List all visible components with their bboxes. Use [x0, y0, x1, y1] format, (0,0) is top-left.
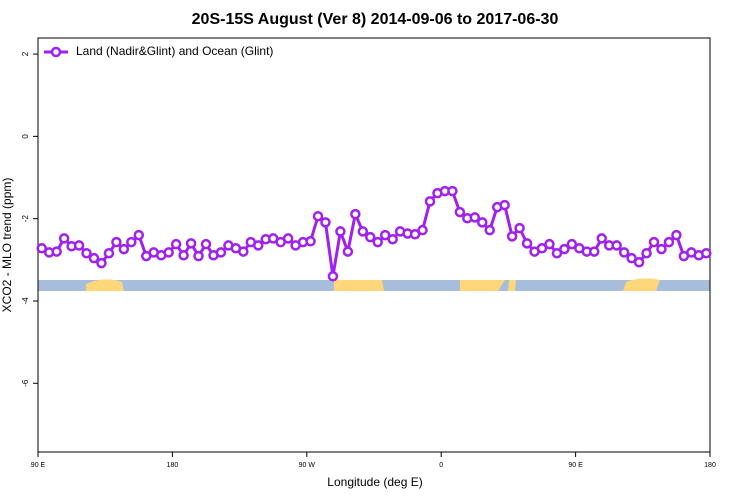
- data-point: [118, 243, 130, 255]
- data-point: [514, 222, 525, 234]
- data-point: [163, 247, 174, 258]
- land-patch: [508, 280, 516, 291]
- data-point: [185, 238, 197, 249]
- data-point: [626, 252, 637, 264]
- data-point: [611, 240, 622, 251]
- data-point: [372, 236, 383, 248]
- legend-marker: [50, 46, 62, 58]
- data-point: [253, 240, 264, 251]
- data-point: [566, 238, 578, 250]
- data-point: [387, 233, 398, 245]
- data-point: [103, 247, 115, 259]
- y-tick-label: -2: [21, 215, 30, 223]
- data-point: [327, 271, 339, 282]
- data-point: [133, 229, 145, 241]
- data-point: [484, 224, 495, 236]
- data-point: [111, 236, 122, 248]
- data-point: [536, 243, 548, 254]
- x-tick-label: 180: [167, 462, 179, 469]
- data-point: [648, 236, 660, 248]
- data-point: [424, 196, 436, 207]
- data-point: [282, 233, 294, 244]
- data-point: [656, 243, 667, 255]
- data-point: [559, 243, 570, 255]
- data-point: [215, 247, 227, 258]
- data-point: [58, 233, 70, 244]
- data-point: [551, 247, 563, 259]
- data-point: [379, 229, 391, 241]
- data-point: [506, 231, 518, 242]
- data-point: [193, 250, 204, 262]
- data-point: [521, 238, 533, 249]
- land-patch: [334, 280, 384, 291]
- land-patch: [623, 278, 660, 291]
- x-tick-label: 90 W: [299, 462, 316, 469]
- x-tick-label: 90 E: [31, 462, 46, 469]
- data-point: [305, 236, 316, 247]
- data-point: [335, 226, 346, 237]
- land-patch: [460, 280, 505, 291]
- data-point: [618, 247, 630, 258]
- x-tick-label: 0: [439, 462, 443, 469]
- data-point: [589, 246, 600, 257]
- data-point: [200, 238, 212, 250]
- data-point: [178, 250, 189, 261]
- data-point: [342, 246, 354, 257]
- data-point: [477, 217, 488, 228]
- data-point: [663, 236, 675, 248]
- data-point: [633, 257, 645, 268]
- x-tick-label: 90 E: [568, 462, 583, 469]
- y-tick-label: 2: [21, 51, 30, 56]
- data-point: [126, 236, 137, 248]
- data-point: [469, 212, 481, 223]
- y-tick-label: -4: [21, 297, 30, 305]
- data-point: [454, 206, 466, 218]
- data-point: [544, 238, 555, 250]
- y-tick-label: -6: [21, 379, 30, 387]
- land-patch: [86, 279, 124, 291]
- data-point: [73, 240, 85, 251]
- data-point: [365, 231, 376, 243]
- data-point: [51, 246, 62, 257]
- data-point: [312, 210, 324, 222]
- data-point: [357, 226, 369, 237]
- x-axis-label: Longitude (deg E): [327, 475, 422, 489]
- legend-label: Land (Nadir&Glint) and Ocean (Glint): [76, 44, 273, 58]
- surface-band: [38, 278, 710, 291]
- data-point: [409, 229, 421, 240]
- data-point: [701, 247, 712, 259]
- data-point: [641, 247, 652, 259]
- data-point: [671, 229, 682, 241]
- data-point: [170, 238, 182, 250]
- data-point: [81, 247, 92, 259]
- data-point: [596, 233, 607, 244]
- data-point: [499, 199, 510, 211]
- data-point: [350, 208, 361, 220]
- data-point: [36, 243, 47, 254]
- data-point: [88, 252, 100, 264]
- y-tick-label: 0: [21, 134, 30, 139]
- y-axis-label: XCO2 - MLO trend (ppm): [0, 178, 14, 313]
- data-point: [96, 257, 107, 269]
- data-point: [417, 224, 428, 236]
- chart-title: 20S-15S August (Ver 8) 2014-09-06 to 201…: [192, 11, 559, 28]
- data-point: [238, 246, 249, 257]
- data-point: [447, 185, 458, 197]
- data-point: [320, 217, 331, 228]
- x-tick-label: 180: [704, 462, 716, 469]
